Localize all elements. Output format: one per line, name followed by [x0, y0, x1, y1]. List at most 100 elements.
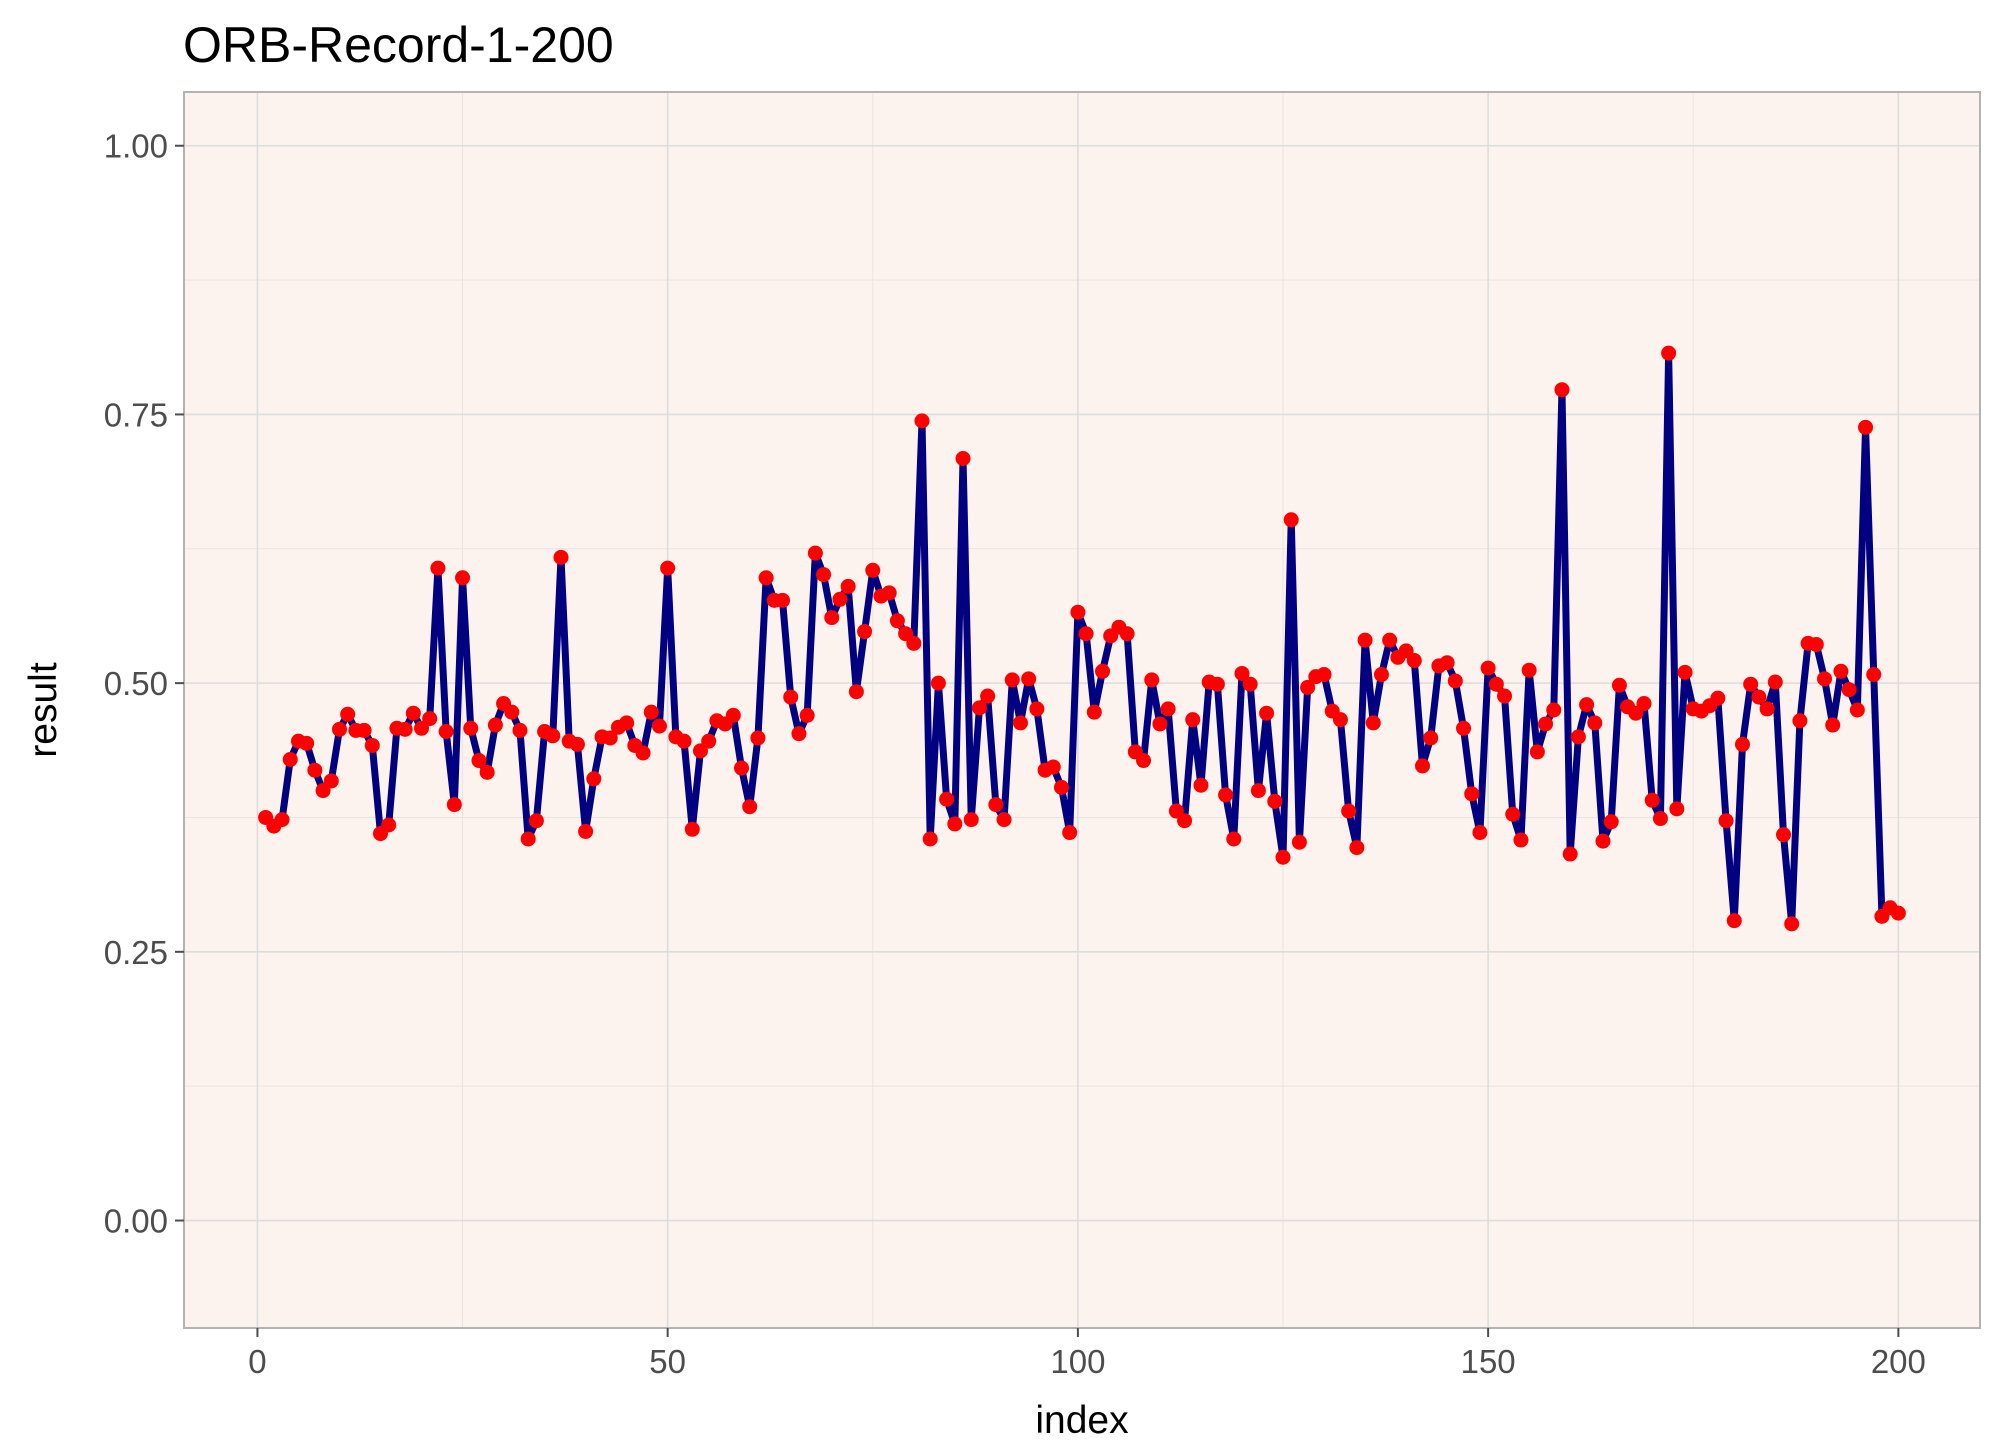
data-point: [1349, 840, 1365, 856]
data-point: [988, 797, 1004, 813]
data-points: [258, 345, 1906, 932]
data-point: [356, 722, 372, 738]
data-point: [274, 812, 290, 828]
data-point: [1792, 713, 1808, 729]
data-point: [1751, 689, 1767, 705]
data-point: [1529, 744, 1545, 760]
data-point: [1456, 720, 1472, 736]
data-point: [1218, 787, 1234, 803]
data-point: [1505, 806, 1521, 822]
data-point: [1784, 916, 1800, 932]
data-point: [1365, 715, 1381, 731]
data-point: [1406, 653, 1422, 669]
data-point: [799, 707, 815, 723]
data-point: [1562, 846, 1578, 862]
data-point: [676, 733, 692, 749]
data-point: [553, 549, 569, 565]
data-point: [282, 751, 298, 767]
chart-title: ORB-Record-1-200: [183, 17, 614, 73]
x-tick-label: 200: [1871, 1343, 1926, 1380]
data-point: [422, 711, 438, 727]
data-point: [1226, 831, 1242, 847]
data-point: [1439, 655, 1455, 671]
data-point: [1193, 777, 1209, 793]
data-point: [889, 613, 905, 629]
data-point: [1464, 786, 1480, 802]
data-point: [725, 707, 741, 723]
data-point: [1554, 382, 1570, 398]
data-point: [1841, 682, 1857, 698]
data-point: [1497, 688, 1513, 704]
data-point: [381, 817, 397, 833]
data-point: [1021, 671, 1037, 687]
data-point: [340, 706, 356, 722]
data-point: [364, 737, 380, 753]
data-point: [783, 689, 799, 705]
data-point: [1644, 792, 1660, 808]
data-point: [775, 592, 791, 608]
data-point: [1291, 834, 1307, 850]
data-point: [430, 560, 446, 576]
data-point: [471, 753, 487, 769]
data-point: [980, 688, 996, 704]
data-point: [1636, 696, 1652, 712]
data-point: [1136, 753, 1152, 769]
data-point: [643, 704, 659, 720]
data-point: [1012, 715, 1028, 731]
data-point: [1332, 712, 1348, 728]
y-tick-label: 0.00: [104, 1203, 168, 1240]
panel-border: [183, 91, 1981, 1329]
data-point: [963, 812, 979, 828]
data-point: [955, 451, 971, 466]
data-point: [1661, 345, 1677, 361]
data-point: [1283, 512, 1299, 528]
x-axis-ticks: 0 50 100 150 200: [248, 1328, 1926, 1380]
data-point: [1472, 825, 1488, 841]
x-axis-title: index: [1035, 1399, 1129, 1442]
data-point: [1242, 676, 1258, 692]
data-point: [1316, 667, 1332, 683]
data-point: [463, 720, 479, 736]
y-tick-label: 0.75: [104, 396, 168, 433]
x-tick-label: 50: [649, 1343, 686, 1380]
data-point: [1177, 813, 1193, 829]
data-point: [660, 560, 676, 576]
data-point: [832, 591, 848, 607]
data-point: [1866, 667, 1882, 683]
data-point: [1341, 803, 1357, 819]
data-point: [1833, 663, 1849, 679]
data-point: [586, 771, 602, 787]
y-axis-ticks: 0.00 0.25 0.50 0.75 1.00: [104, 128, 184, 1240]
data-point: [487, 717, 503, 733]
data-point: [930, 675, 946, 691]
data-point: [438, 724, 454, 739]
data-point: [807, 545, 823, 561]
data-point: [750, 730, 766, 746]
data-point: [1209, 676, 1225, 692]
data-point: [1513, 832, 1529, 848]
data-point: [1603, 814, 1619, 830]
data-point: [1718, 813, 1734, 829]
data-point: [947, 816, 963, 832]
data-point: [1858, 419, 1874, 435]
data-point: [1267, 793, 1283, 809]
data-point: [857, 624, 873, 640]
data-point: [922, 831, 938, 847]
data-point: [701, 733, 717, 749]
data-point: [1808, 636, 1824, 652]
data-point: [1849, 702, 1865, 718]
data-point: [1669, 801, 1685, 817]
data-point: [1776, 827, 1791, 843]
data-point: [405, 705, 421, 721]
data-point: [1423, 730, 1439, 746]
data-point: [1890, 905, 1906, 921]
data-point: [1734, 736, 1750, 752]
data-point: [1677, 664, 1693, 680]
data-point: [996, 812, 1012, 828]
data-point: [1053, 779, 1069, 795]
data-point: [602, 730, 618, 746]
data-point: [1414, 758, 1430, 774]
data-point: [397, 721, 413, 737]
data-point: [299, 735, 315, 751]
